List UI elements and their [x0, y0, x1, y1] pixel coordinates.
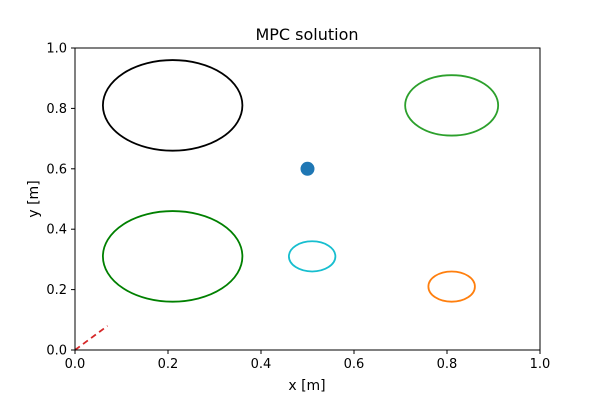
plot-area: [74, 47, 541, 351]
x-tick-label: 0.4: [251, 357, 272, 372]
obstacle-ellipse-5: [427, 270, 476, 303]
x-tick-label: 0.0: [65, 357, 86, 372]
obstacle-ellipse-3: [101, 210, 244, 303]
axes-frame: [74, 47, 541, 351]
y-tick-label: 0.6: [46, 162, 67, 177]
obstacle-ellipse-1: [101, 59, 244, 152]
data-point-1: [300, 161, 315, 176]
obstacle-ellipse-4: [287, 240, 337, 273]
y-tick-label: 0.0: [46, 344, 67, 359]
y-tick-label: 0.8: [46, 102, 67, 117]
x-axis-label: x [m]: [288, 378, 325, 394]
x-tick-label: 0.6: [344, 357, 365, 372]
y-tick-label: 1.0: [46, 42, 67, 57]
y-tick-label: 0.4: [46, 223, 67, 238]
trajectory-line-1: [74, 325, 109, 351]
x-tick-label: 1.0: [530, 357, 551, 372]
y-axis-ticks: 0.0 0.2 0.4 0.6 0.8 1.0: [46, 42, 75, 359]
obstacle-ellipse-2: [404, 74, 500, 137]
chart-title: MPC solution: [255, 25, 358, 44]
data-marks: [74, 59, 500, 351]
x-tick-label: 0.8: [437, 357, 458, 372]
y-axis-label: y [m]: [26, 180, 42, 217]
x-tick-label: 0.2: [158, 357, 179, 372]
y-tick-label: 0.2: [46, 283, 67, 298]
x-axis-ticks: 0.0 0.2 0.4 0.6 0.8 1.0: [65, 350, 551, 372]
